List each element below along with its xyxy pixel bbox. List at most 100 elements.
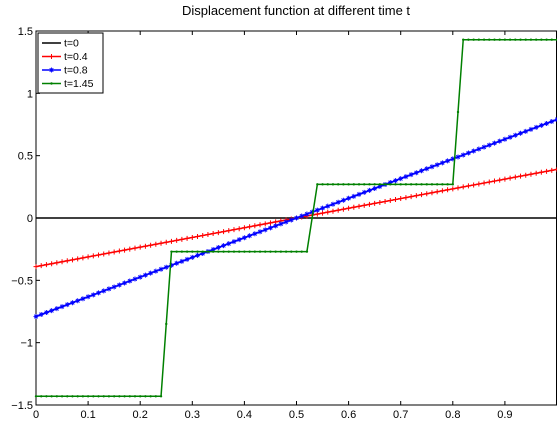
series-marker xyxy=(200,233,206,239)
series-marker xyxy=(123,395,126,398)
series-marker xyxy=(215,230,221,236)
series-marker xyxy=(434,189,440,195)
series-marker xyxy=(389,183,392,186)
series-marker xyxy=(112,395,116,398)
series-marker xyxy=(185,250,189,253)
series-marker xyxy=(518,173,524,179)
series-marker xyxy=(455,185,461,191)
series-marker xyxy=(54,260,60,266)
series-marker xyxy=(106,286,112,292)
series-marker xyxy=(420,183,423,186)
series-marker xyxy=(465,183,471,189)
series-marker xyxy=(528,126,534,132)
series-marker xyxy=(33,313,39,319)
series-marker xyxy=(279,250,283,253)
x-tick-label: 0.9 xyxy=(497,409,512,421)
series-marker xyxy=(554,166,557,172)
series-marker xyxy=(241,225,247,231)
series-marker xyxy=(471,148,477,154)
series-marker xyxy=(445,158,451,164)
series-marker xyxy=(76,395,79,398)
series-marker xyxy=(523,128,529,134)
series-marker xyxy=(387,180,393,186)
series-marker xyxy=(210,231,216,237)
legend-entry: t=0 xyxy=(42,38,79,50)
series-marker xyxy=(179,236,185,242)
series-marker xyxy=(481,144,487,150)
series-marker xyxy=(101,251,107,257)
series-marker xyxy=(351,193,357,199)
series-marker xyxy=(413,193,419,199)
series-marker xyxy=(85,254,91,260)
series-t=1.45 xyxy=(34,38,557,398)
series-marker xyxy=(533,124,539,130)
series-marker xyxy=(320,205,326,211)
series-marker xyxy=(455,154,461,160)
series-marker xyxy=(201,250,204,253)
series-marker xyxy=(132,245,138,251)
series-marker xyxy=(90,292,96,298)
series-marker xyxy=(139,395,142,398)
series-marker xyxy=(429,164,435,170)
series-marker xyxy=(399,183,402,186)
series-marker xyxy=(231,239,237,245)
series-marker xyxy=(97,395,100,398)
series-marker xyxy=(206,250,210,253)
series-marker xyxy=(320,210,326,216)
series-marker xyxy=(101,288,107,294)
x-tick-label: 0 xyxy=(33,409,39,421)
series-marker xyxy=(189,254,195,260)
series-marker xyxy=(118,395,121,398)
y-tick-label: −1.5 xyxy=(11,400,33,412)
series-marker xyxy=(237,250,241,253)
series-marker xyxy=(49,308,55,314)
series-marker xyxy=(180,250,184,253)
series-marker xyxy=(352,183,356,186)
series-marker xyxy=(377,183,383,189)
series-marker xyxy=(331,183,335,186)
series-marker xyxy=(127,278,133,284)
series-marker xyxy=(75,256,81,262)
series-marker xyxy=(356,191,362,197)
series-marker xyxy=(481,180,487,186)
series-marker xyxy=(236,226,242,232)
series-marker xyxy=(340,197,346,203)
series-marker xyxy=(488,38,491,41)
series-marker xyxy=(148,242,154,248)
series-marker xyxy=(215,245,221,251)
series-marker xyxy=(122,247,128,253)
series-marker xyxy=(321,183,324,186)
series-marker xyxy=(267,225,273,231)
series-marker xyxy=(54,306,60,312)
series-marker xyxy=(540,38,543,41)
series-marker xyxy=(497,177,503,183)
series-marker xyxy=(544,120,550,126)
series-marker xyxy=(524,38,527,41)
series-marker xyxy=(60,395,64,398)
series-marker xyxy=(446,183,449,186)
series-marker xyxy=(158,266,164,272)
series-marker xyxy=(168,262,174,268)
series-marker xyxy=(413,170,419,176)
series-marker xyxy=(347,183,350,186)
series-marker xyxy=(361,189,367,195)
series-marker xyxy=(174,260,180,266)
series-marker xyxy=(165,322,168,326)
series-marker xyxy=(221,243,227,249)
series-marker xyxy=(450,156,456,162)
series-marker xyxy=(299,213,305,219)
series-marker xyxy=(518,130,524,136)
series-marker xyxy=(45,395,48,398)
legend-label: t=1.45 xyxy=(64,78,94,90)
series-marker xyxy=(159,395,163,398)
series-marker xyxy=(507,175,513,181)
series-marker xyxy=(221,229,227,235)
series-marker xyxy=(514,38,517,41)
series-marker xyxy=(434,162,440,168)
series-marker xyxy=(283,219,289,225)
series-marker xyxy=(533,170,539,176)
series-marker xyxy=(80,296,86,302)
series-marker xyxy=(43,310,49,316)
series-marker xyxy=(59,304,65,310)
